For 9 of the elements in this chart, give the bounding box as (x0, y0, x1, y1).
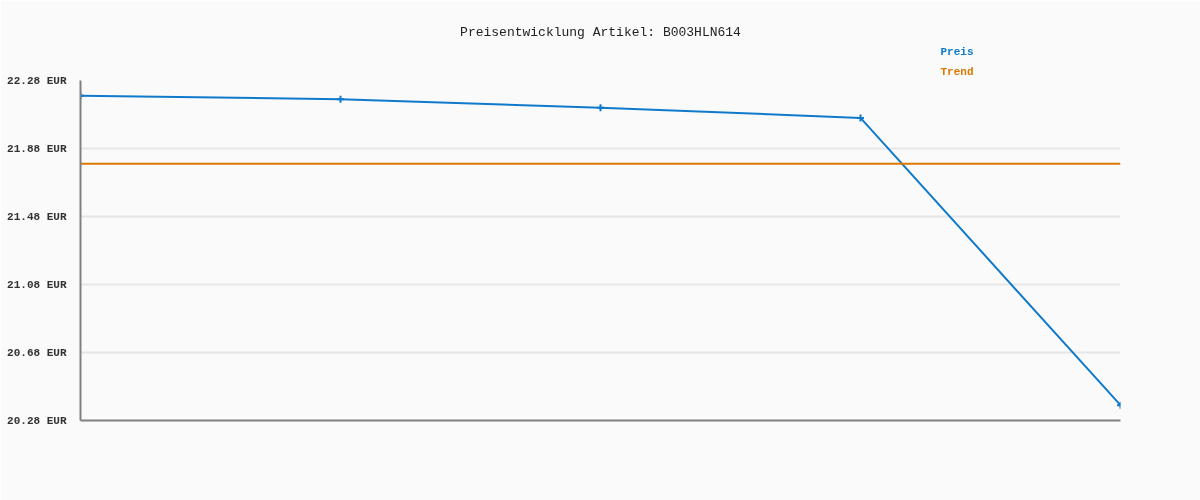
text: Preis (940, 45, 974, 58)
y-tick-label: 21.48 EUR (7, 210, 67, 223)
text: Trend (940, 65, 974, 78)
y-tick-label: 20.28 EUR (7, 414, 67, 427)
chart-title: Preisentwicklung Artikel: B003HLN614 (460, 24, 742, 40)
y-tick-label: 21.08 EUR (7, 278, 67, 291)
y-tick-label: 20.68 EUR (7, 346, 67, 359)
y-tick-label: 22.28 EUR (7, 74, 67, 87)
y-tick-label: 21.88 EUR (7, 142, 67, 155)
